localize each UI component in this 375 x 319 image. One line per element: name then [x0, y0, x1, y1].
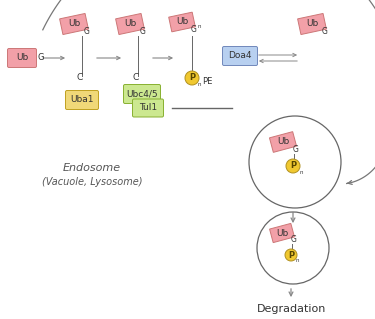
- Polygon shape: [60, 13, 88, 34]
- FancyBboxPatch shape: [222, 47, 258, 65]
- Polygon shape: [169, 12, 195, 32]
- Text: G: G: [191, 26, 197, 34]
- Polygon shape: [298, 13, 326, 34]
- Text: Ub: Ub: [124, 19, 136, 28]
- Text: Ub: Ub: [16, 54, 28, 63]
- Circle shape: [185, 71, 199, 85]
- FancyBboxPatch shape: [8, 48, 36, 68]
- Text: C: C: [133, 73, 139, 83]
- Text: G: G: [291, 235, 297, 244]
- Polygon shape: [116, 13, 144, 34]
- Text: P: P: [189, 73, 195, 83]
- Circle shape: [285, 249, 297, 261]
- Text: G: G: [140, 26, 146, 35]
- Text: G: G: [38, 54, 45, 63]
- Text: G: G: [322, 26, 328, 35]
- Text: PE: PE: [202, 78, 212, 86]
- Text: n: n: [299, 169, 303, 174]
- Text: Ub: Ub: [306, 19, 318, 28]
- Text: n: n: [198, 24, 201, 28]
- Text: n: n: [198, 81, 201, 86]
- Text: Uba1: Uba1: [70, 95, 94, 105]
- Text: P: P: [288, 250, 294, 259]
- Text: Ub: Ub: [68, 19, 80, 28]
- Text: Ub: Ub: [277, 137, 289, 146]
- Text: Degradation: Degradation: [257, 304, 327, 314]
- Text: Tul1: Tul1: [139, 103, 157, 113]
- Text: Ub: Ub: [176, 18, 188, 26]
- FancyBboxPatch shape: [132, 99, 164, 117]
- Text: G: G: [293, 145, 299, 154]
- Polygon shape: [270, 132, 297, 152]
- Text: Ubc4/5: Ubc4/5: [126, 90, 158, 99]
- FancyBboxPatch shape: [66, 91, 99, 109]
- Text: P: P: [290, 161, 296, 170]
- Text: Endosome: Endosome: [63, 163, 121, 173]
- Polygon shape: [270, 223, 294, 243]
- Text: Ub: Ub: [276, 228, 288, 238]
- Text: Doa4: Doa4: [228, 51, 252, 61]
- Text: (Vacuole, Lysosome): (Vacuole, Lysosome): [42, 177, 142, 187]
- Text: G: G: [84, 26, 90, 35]
- Circle shape: [286, 159, 300, 173]
- Text: n: n: [296, 257, 300, 263]
- Text: C: C: [77, 73, 83, 83]
- FancyBboxPatch shape: [123, 85, 160, 103]
